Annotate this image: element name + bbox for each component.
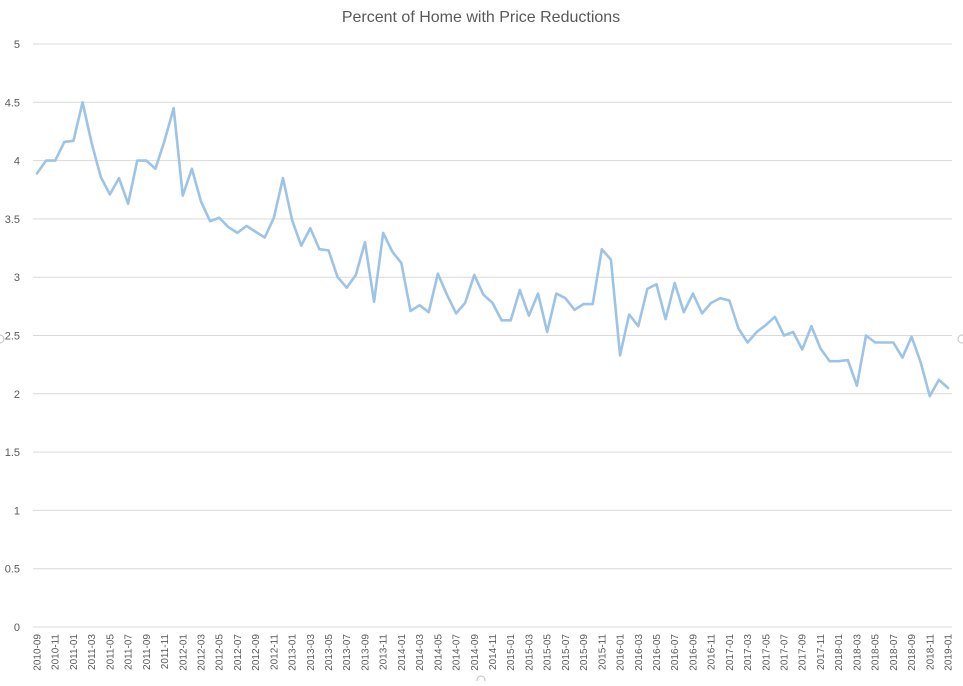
x-tick-label: 2013-11 — [379, 634, 390, 670]
gridlines — [33, 43, 952, 628]
x-tick-label: 2017-09 — [798, 634, 809, 671]
x-tick-label: 2013-05 — [324, 634, 335, 671]
x-tick-label: 2017-11 — [816, 634, 827, 670]
x-tick-label: 2015-03 — [524, 634, 535, 671]
x-tick-label: 2012-05 — [215, 634, 226, 671]
x-tick-label: 2010-09 — [33, 634, 44, 671]
x-tick-label: 2017-05 — [761, 634, 772, 671]
x-tick-label: 2016-03 — [634, 634, 645, 671]
x-tick-label: 2012-01 — [178, 634, 189, 671]
x-tick-label: 2016-05 — [652, 634, 663, 671]
y-tick-label: 0.5 — [5, 564, 20, 576]
y-tick-label: 5 — [14, 39, 20, 51]
x-tick-label: 2012-03 — [196, 634, 207, 671]
x-tick-label: 2016-09 — [688, 634, 699, 671]
x-tick-label: 2013-03 — [306, 634, 317, 671]
chart-resize-handle-bottom[interactable] — [476, 675, 486, 685]
y-tick-label: 1.5 — [5, 447, 20, 459]
chart-title: Percent of Home with Price Reductions — [342, 9, 620, 26]
chart-resize-handle-right[interactable] — [957, 334, 963, 344]
x-tick-label: 2012-11 — [269, 634, 280, 670]
y-tick-label: 2.5 — [5, 331, 20, 343]
x-tick-label: 2013-01 — [288, 634, 299, 671]
x-tick-label: 2018-07 — [889, 634, 900, 671]
x-tick-label: 2016-07 — [670, 634, 681, 671]
x-tick-label: 2018-09 — [907, 634, 918, 671]
x-tick-label: 2014-05 — [433, 634, 444, 671]
x-tick-label: 2012-07 — [233, 634, 244, 671]
x-tick-label: 2015-11 — [597, 634, 608, 670]
x-tick-label: 2018-03 — [852, 634, 863, 671]
y-tick-label: 3 — [14, 272, 20, 284]
x-tick-label: 2012-09 — [251, 634, 262, 671]
x-tick-label: 2015-05 — [543, 634, 554, 671]
x-tick-label: 2013-07 — [342, 634, 353, 671]
x-tick-label: 2014-09 — [470, 634, 481, 671]
x-tick-label: 2011-09 — [142, 634, 153, 670]
series-line — [35, 101, 950, 398]
x-tick-label: 2018-01 — [834, 634, 845, 671]
y-tick-label: 3.5 — [5, 214, 20, 226]
x-tick-label: 2013-09 — [360, 634, 371, 671]
series-layer — [35, 101, 950, 398]
x-tick-label: 2018-11 — [925, 634, 936, 670]
x-tick-label: 2011-03 — [87, 634, 98, 670]
x-tick-label: 2014-11 — [488, 634, 499, 670]
x-tick-label: 2017-07 — [780, 634, 791, 671]
x-tick-label: 2019-01 — [944, 634, 955, 671]
x-tick-label: 2015-09 — [579, 634, 590, 671]
chart-resize-handle-left[interactable] — [0, 334, 5, 344]
x-tick-label: 2017-01 — [725, 634, 736, 671]
x-tick-label: 2010-11 — [51, 634, 62, 670]
y-axis-tick-labels: 0 0.5 1 1.5 2 2.5 3 3.5 4 4.5 5 — [5, 39, 20, 634]
x-tick-label: 2016-01 — [616, 634, 627, 671]
x-tick-label: 2014-07 — [452, 634, 463, 671]
x-axis-tick-labels: 2010-09 2010-11 2011-01 2011-03 2011-05 2011-… — [33, 634, 955, 671]
y-tick-label: 2 — [14, 389, 20, 401]
x-tick-label: 2011-01 — [69, 634, 80, 670]
x-tick-label: 2014-03 — [415, 634, 426, 671]
y-tick-label: 1 — [14, 505, 20, 517]
x-tick-label: 2015-01 — [506, 634, 517, 671]
y-tick-label: 0 — [14, 622, 20, 634]
y-tick-label: 4.5 — [5, 97, 20, 109]
x-tick-label: 2014-01 — [397, 634, 408, 671]
x-tick-label: 2011-11 — [160, 634, 171, 670]
x-tick-label: 2011-07 — [124, 634, 135, 670]
x-tick-label: 2015-07 — [561, 634, 572, 671]
x-tick-label: 2017-03 — [743, 634, 754, 671]
x-tick-label: 2018-05 — [871, 634, 882, 671]
x-tick-label: 2016-11 — [707, 634, 718, 670]
x-tick-label: 2011-05 — [105, 634, 116, 670]
y-tick-label: 4 — [14, 156, 20, 168]
